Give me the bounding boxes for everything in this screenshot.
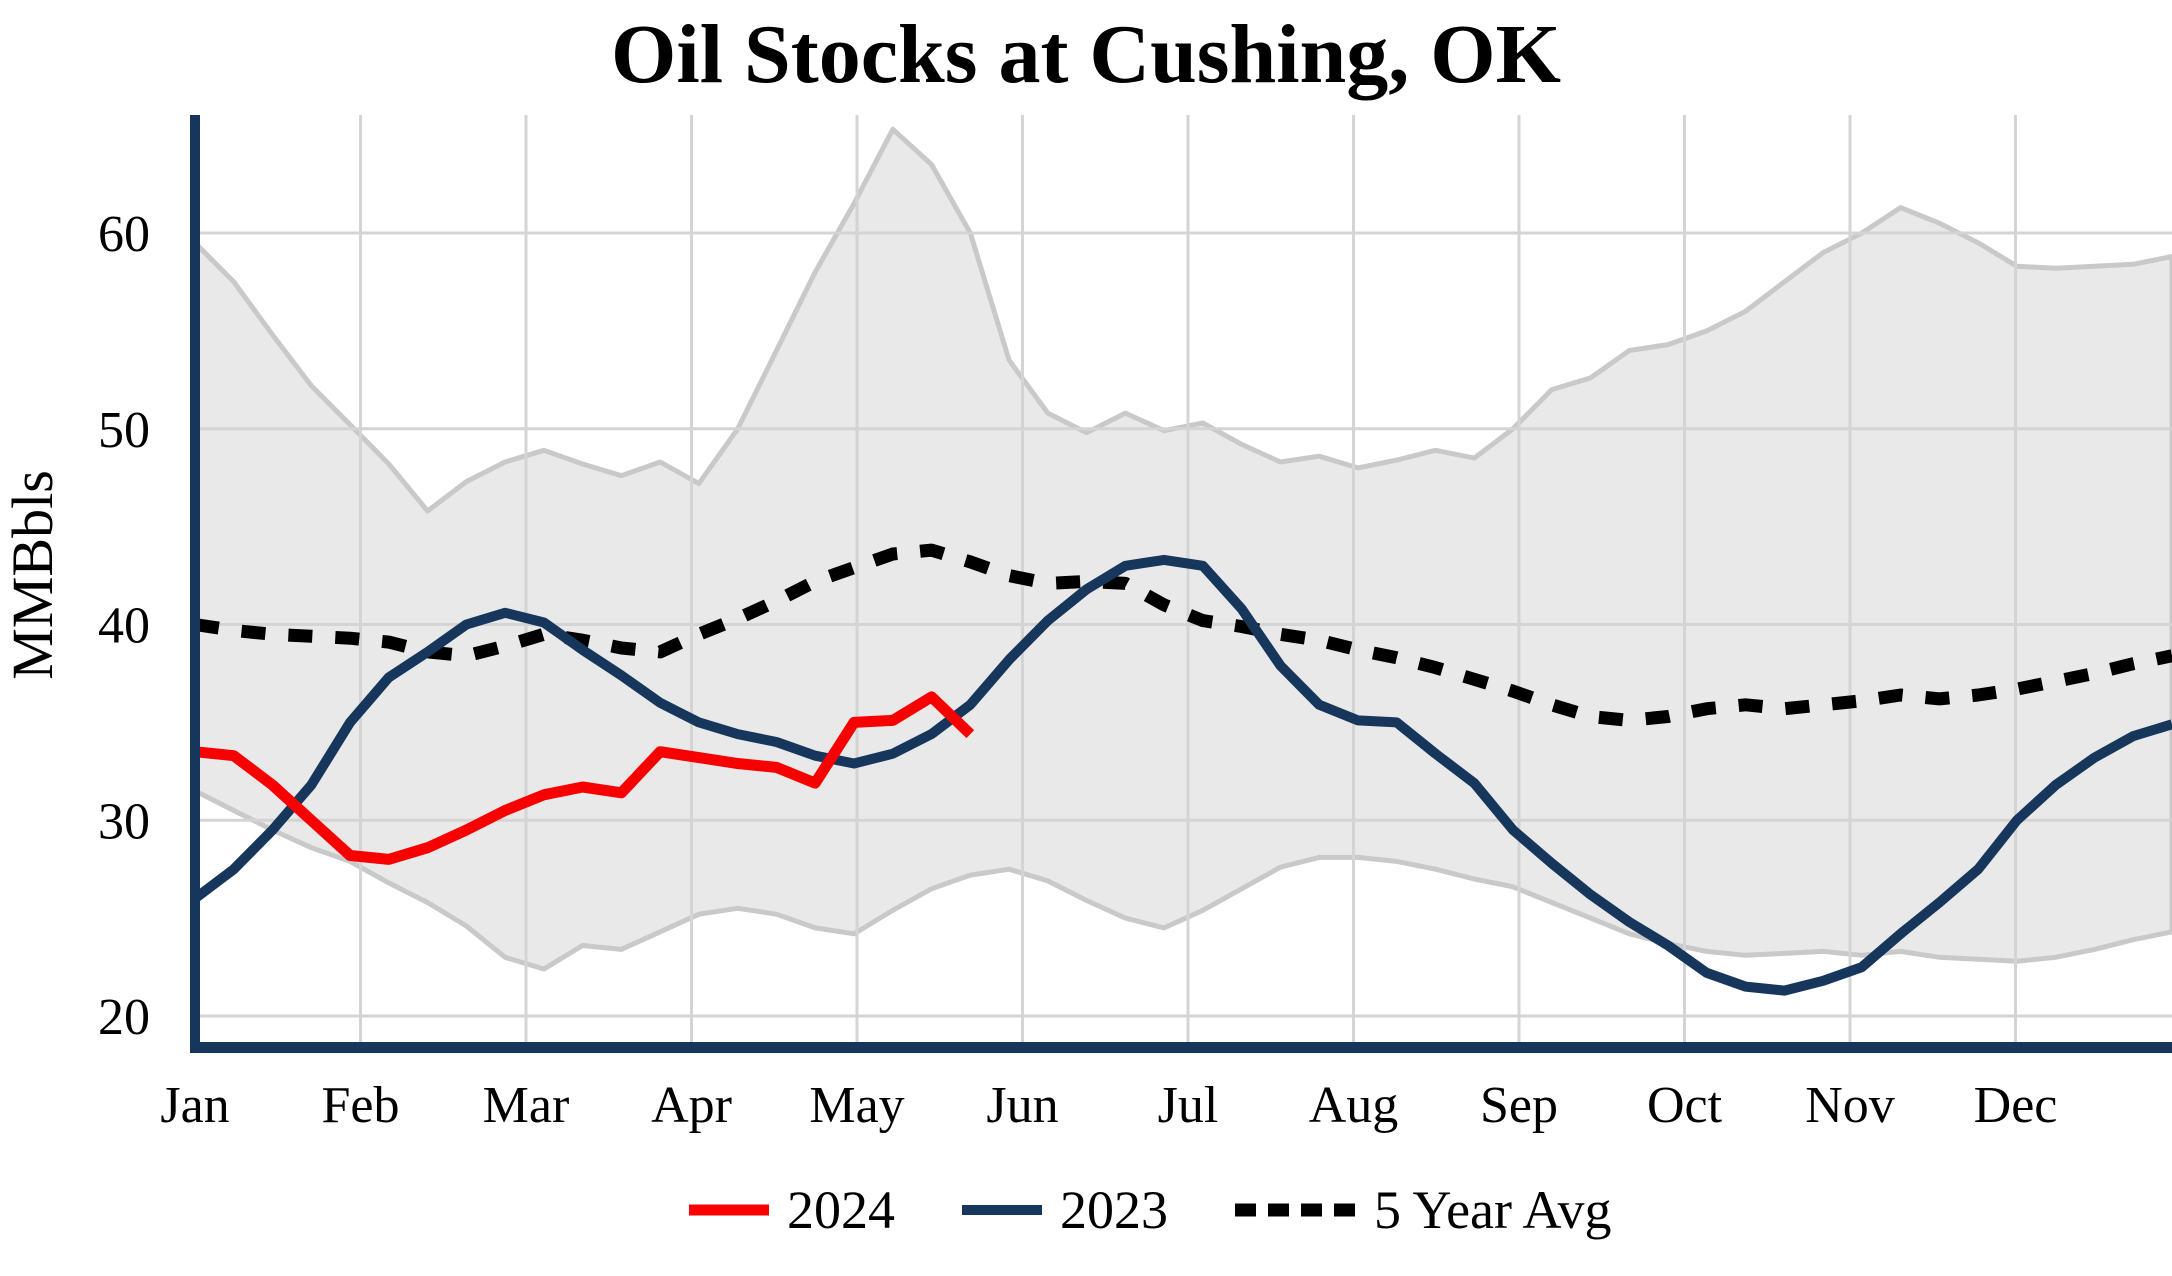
x-tick-label: Dec: [1974, 1077, 2058, 1134]
series-2024: [194, 691, 975, 865]
x-axis-line: [190, 1042, 2172, 1053]
x-tick-label: Apr: [651, 1077, 732, 1134]
x-tick-label: Aug: [1309, 1077, 1399, 1134]
x-tick-label: Nov: [1805, 1077, 1895, 1134]
plot-area: [191, 115, 2172, 1042]
x-tick-label: May: [809, 1077, 904, 1134]
y-tick-label: 30: [98, 793, 150, 850]
series-5yr-avg: [194, 543, 2172, 727]
x-tick-label: Jul: [1158, 1077, 1219, 1134]
series-2023: [191, 554, 2172, 996]
chart-title: Oil Stocks at Cushing, OK: [611, 8, 1561, 101]
x-tick-label: Jan: [160, 1077, 229, 1134]
legend-item-2023: 2023: [962, 1180, 1168, 1240]
x-tick-label: Feb: [322, 1077, 400, 1134]
y-tick-label: 50: [98, 402, 150, 459]
x-tick-label: Sep: [1480, 1077, 1558, 1134]
legend-label-2024: 2024: [787, 1180, 895, 1240]
x-tick-label: Oct: [1647, 1077, 1723, 1134]
legend-label-2023: 2023: [1060, 1180, 1168, 1240]
legend-item-2024: 2024: [689, 1180, 895, 1240]
y-axis-label: MMBbls: [0, 470, 65, 680]
legend-item-5yr-avg: 5 Year Avg: [1235, 1180, 1612, 1240]
y-tick-label: 60: [98, 206, 150, 263]
y-tick-labels: 20 30 40 50 60: [98, 206, 150, 1046]
y-axis-line: [190, 115, 200, 1053]
legend-label-5yr-avg: 5 Year Avg: [1374, 1180, 1612, 1240]
five-year-range-band: [192, 126, 2172, 972]
x-tick-label: Mar: [483, 1077, 570, 1134]
y-tick-label: 20: [98, 989, 150, 1046]
legend: 2024 2023 5 Year Avg: [689, 1180, 1612, 1240]
x-tick-labels: Jan Feb Mar Apr May Jun Jul Aug Sep Oct Nov Dec: [160, 1077, 2057, 1134]
x-tick-label: Jun: [986, 1077, 1058, 1134]
y-tick-label: 40: [98, 598, 150, 655]
